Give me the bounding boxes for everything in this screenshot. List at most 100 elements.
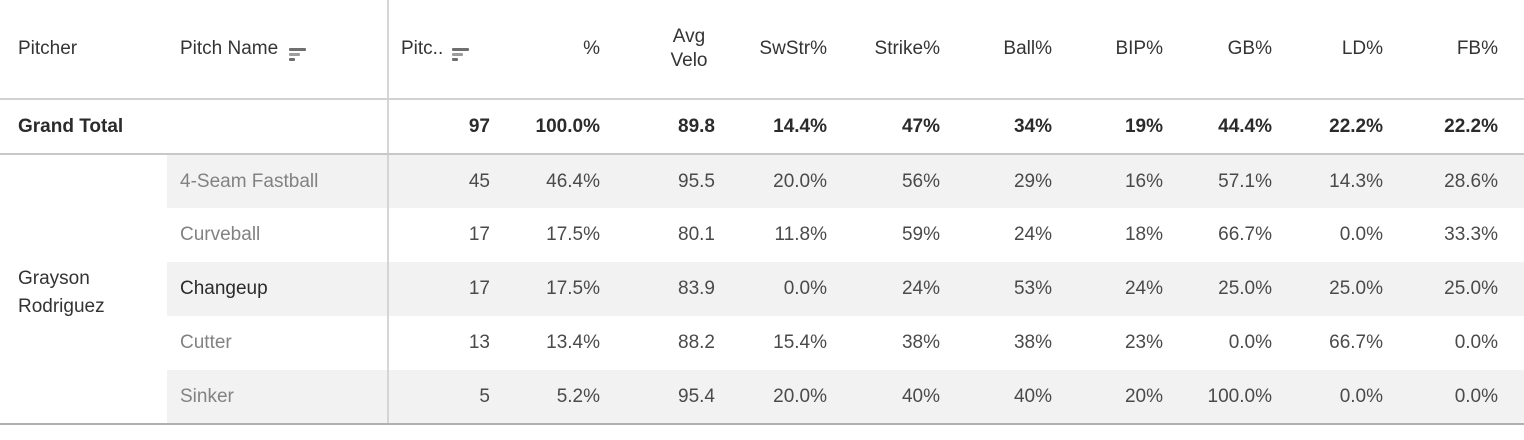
cell-pitches[interactable]: 13 xyxy=(387,316,504,370)
column-header-label: Avg Velo xyxy=(670,26,708,71)
cell-ld[interactable]: 25.0% xyxy=(1286,262,1397,316)
pitch-name-cell[interactable]: Curveball xyxy=(180,224,261,245)
cell-strike[interactable]: 47% xyxy=(841,99,954,155)
column-header-label: BIP% xyxy=(1115,38,1163,59)
sort-descending-icon[interactable] xyxy=(452,47,470,61)
cell-gb[interactable]: 25.0% xyxy=(1177,262,1286,316)
cell-fb[interactable]: 25.0% xyxy=(1397,262,1524,316)
cell-fb[interactable]: 33.3% xyxy=(1444,224,1498,245)
pitch-name-cell[interactable]: 4-Seam Fastball xyxy=(167,154,388,208)
cell-pitches[interactable]: 5 xyxy=(387,370,504,425)
pitch-name-cell[interactable]: Cutter xyxy=(180,332,232,353)
column-header-pitch-name[interactable]: Pitch Name xyxy=(167,0,388,100)
column-header-fb[interactable]: FB% xyxy=(1397,0,1524,100)
cell-pct[interactable]: 100.0% xyxy=(504,99,614,155)
cell-strike[interactable]: 59% xyxy=(901,224,940,245)
cell-bip[interactable]: 24% xyxy=(1066,262,1177,316)
cell-fb[interactable]: 0.0% xyxy=(1397,370,1524,425)
table-row: Changeup 17 17.5% 83.9 0.0% 24% 53% 24% … xyxy=(0,262,1524,316)
cell-bip[interactable]: 16% xyxy=(1066,154,1177,208)
column-header-bip[interactable]: BIP% xyxy=(1066,0,1177,100)
column-header-label: Ball% xyxy=(1003,38,1052,59)
cell-avg-velo[interactable]: 80.1 xyxy=(678,224,715,245)
cell-pct[interactable]: 5.2% xyxy=(504,370,614,425)
pitcher-name-cell[interactable]: Grayson Rodriguez xyxy=(0,154,167,425)
cell-strike[interactable]: 40% xyxy=(841,370,954,425)
cell-bip[interactable]: 19% xyxy=(1066,99,1177,155)
cell-avg-velo[interactable]: 83.9 xyxy=(614,262,729,316)
column-header-label: Pitc.. xyxy=(401,37,444,59)
column-header-label: GB% xyxy=(1227,38,1272,59)
pitch-name-cell[interactable]: Changeup xyxy=(167,262,388,316)
column-header-label: FB% xyxy=(1456,38,1498,59)
cell-avg-velo[interactable]: 88.2 xyxy=(678,332,715,353)
cell-pct[interactable]: 17.5% xyxy=(504,262,614,316)
cell-pct[interactable]: 46.4% xyxy=(504,154,614,208)
column-header-label: Pitcher xyxy=(18,38,78,59)
cell-ball[interactable]: 40% xyxy=(954,370,1066,425)
cell-fb[interactable]: 22.2% xyxy=(1397,99,1524,155)
cell-avg-velo[interactable]: 95.4 xyxy=(614,370,729,425)
cell-gb[interactable]: 66.7% xyxy=(1218,224,1272,245)
pitch-name-cell[interactable]: Sinker xyxy=(167,370,388,425)
cell-avg-velo[interactable]: 95.5 xyxy=(614,154,729,208)
cell-fb[interactable]: 28.6% xyxy=(1397,154,1524,208)
cell-pitches[interactable]: 17 xyxy=(387,262,504,316)
cell-gb[interactable]: 0.0% xyxy=(1228,332,1272,353)
grand-total-label[interactable]: Grand Total xyxy=(0,99,167,155)
cell-ball[interactable]: 53% xyxy=(954,262,1066,316)
cell-swstr[interactable]: 14.4% xyxy=(729,99,841,155)
column-header-label: LD% xyxy=(1341,38,1383,59)
column-header-label: SwStr% xyxy=(759,38,827,59)
column-header-ld[interactable]: LD% xyxy=(1286,0,1397,100)
column-header-swstr[interactable]: SwStr% xyxy=(729,0,841,100)
cell-pitches[interactable]: 45 xyxy=(387,154,504,208)
column-header-pct[interactable]: % xyxy=(504,0,614,100)
cell-strike[interactable]: 24% xyxy=(841,262,954,316)
column-header-pitches[interactable]: Pitc.. xyxy=(387,0,504,100)
cell-gb[interactable]: 44.4% xyxy=(1177,99,1286,155)
cell-strike[interactable]: 38% xyxy=(901,332,940,353)
cell-ball[interactable]: 24% xyxy=(1013,224,1052,245)
cell-ld[interactable]: 66.7% xyxy=(1329,332,1383,353)
cell-ld[interactable]: 22.2% xyxy=(1286,99,1397,155)
cell-pitches[interactable]: 17 xyxy=(387,208,504,262)
cell-pitches[interactable]: 97 xyxy=(387,99,504,155)
cell-pct[interactable]: 17.5% xyxy=(546,224,600,245)
cell-pct[interactable]: 13.4% xyxy=(546,332,600,353)
table-row: Grayson Rodriguez 4-Seam Fastball 45 46.… xyxy=(0,154,1524,425)
cell-ball[interactable]: 34% xyxy=(954,99,1066,155)
header-row: Pitcher Pitch Name Pitc.. % Avg Velo SwS… xyxy=(0,0,1524,100)
cell-ld[interactable]: 0.0% xyxy=(1339,224,1383,245)
cell-ld[interactable]: 14.3% xyxy=(1286,154,1397,208)
cell-bip[interactable]: 20% xyxy=(1066,370,1177,425)
table-row: Sinker 5 5.2% 95.4 20.0% 40% 40% 20% 100… xyxy=(0,370,1524,425)
cell-ld[interactable]: 0.0% xyxy=(1286,370,1397,425)
cell-gb[interactable]: 100.0% xyxy=(1177,370,1286,425)
cell-gb[interactable]: 57.1% xyxy=(1177,154,1286,208)
column-header-strike[interactable]: Strike% xyxy=(841,0,954,100)
column-header-label: Strike% xyxy=(874,38,940,59)
cell-bip[interactable]: 18% xyxy=(1124,224,1163,245)
cell-bip[interactable]: 23% xyxy=(1124,332,1163,353)
cell-avg-velo[interactable]: 89.8 xyxy=(614,99,729,155)
cell-swstr[interactable]: 11.8% xyxy=(774,224,827,245)
column-header-pitcher[interactable]: Pitcher xyxy=(0,0,167,100)
column-header-ball[interactable]: Ball% xyxy=(954,0,1066,100)
cell-swstr[interactable]: 20.0% xyxy=(729,370,841,425)
cell-swstr[interactable]: 0.0% xyxy=(729,262,841,316)
grand-total-row: Grand Total 97 100.0% 89.8 14.4% 47% 34%… xyxy=(0,99,1524,155)
cell-swstr[interactable]: 20.0% xyxy=(729,154,841,208)
column-header-label: % xyxy=(583,38,600,59)
column-header-label: Pitch Name xyxy=(180,37,279,59)
column-header-avg-velo[interactable]: Avg Velo xyxy=(614,0,729,100)
column-header-gb[interactable]: GB% xyxy=(1177,0,1286,100)
sort-descending-icon[interactable] xyxy=(289,47,307,61)
cell-ball[interactable]: 38% xyxy=(1013,332,1052,353)
pitcher-name: Grayson Rodriguez xyxy=(18,267,105,317)
table-row: Curveball 17 17.5% 80.1 11.8% 59% 24% 18… xyxy=(0,208,1524,262)
cell-strike[interactable]: 56% xyxy=(841,154,954,208)
cell-ball[interactable]: 29% xyxy=(954,154,1066,208)
cell-swstr[interactable]: 15.4% xyxy=(773,332,827,353)
cell-fb[interactable]: 0.0% xyxy=(1454,332,1498,353)
